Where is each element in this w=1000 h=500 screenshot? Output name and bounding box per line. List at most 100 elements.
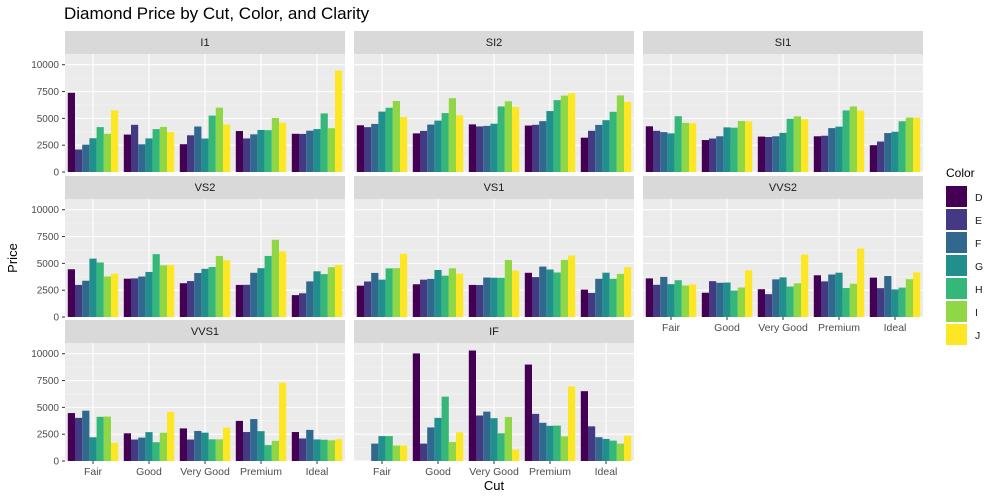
bar <box>159 126 167 172</box>
bar <box>313 129 321 172</box>
bar <box>716 282 724 317</box>
bar <box>595 124 603 172</box>
x-tick-label: Good <box>714 322 740 334</box>
bar <box>223 260 231 317</box>
bar <box>103 133 111 172</box>
bar <box>123 134 131 172</box>
bar <box>674 116 682 172</box>
bar <box>689 123 697 172</box>
bar <box>145 432 153 461</box>
x-tick-label: Ideal <box>306 466 329 478</box>
bar <box>385 268 393 317</box>
bar <box>264 130 272 172</box>
bar <box>476 126 484 172</box>
facet-strip <box>65 176 345 199</box>
bar <box>490 418 498 461</box>
bar <box>813 136 821 172</box>
bar <box>828 128 836 172</box>
bar <box>392 445 400 461</box>
bar <box>645 126 653 172</box>
bar <box>539 266 547 317</box>
bar <box>291 432 299 461</box>
bar <box>215 439 223 461</box>
bar <box>89 258 97 317</box>
bar <box>89 138 97 172</box>
bar <box>111 273 119 317</box>
bar <box>476 285 484 317</box>
bar <box>427 427 435 461</box>
bar <box>152 129 160 172</box>
bar <box>905 279 913 317</box>
bar <box>546 425 554 461</box>
y-tick-label: 10000 <box>31 349 59 360</box>
bar <box>737 121 745 172</box>
bar <box>412 133 420 172</box>
bar <box>75 284 83 317</box>
bar <box>335 265 343 317</box>
bar <box>111 110 119 172</box>
bar <box>730 290 738 317</box>
bar <box>490 123 498 172</box>
bar <box>588 426 596 461</box>
bar <box>745 270 753 317</box>
legend-swatch <box>946 301 967 322</box>
bar <box>616 95 624 172</box>
bar <box>235 284 243 317</box>
bar <box>835 126 843 172</box>
legend-swatch <box>946 255 967 276</box>
bar <box>877 288 885 317</box>
bar <box>793 116 801 172</box>
bar <box>327 267 335 317</box>
bar <box>201 268 209 317</box>
bar <box>842 110 850 172</box>
bar <box>842 288 850 317</box>
bar <box>568 255 576 317</box>
bar <box>313 271 321 317</box>
bar <box>580 289 588 317</box>
bar <box>313 439 321 461</box>
bar <box>898 287 906 317</box>
bar <box>468 350 476 461</box>
bar <box>588 292 596 317</box>
bar <box>645 278 653 317</box>
legend-swatch <box>946 186 967 207</box>
bar <box>131 278 139 317</box>
x-axis-title: Cut <box>484 478 505 493</box>
bar <box>194 126 202 172</box>
bar <box>616 273 624 317</box>
x-tick-label: Ideal <box>595 466 618 478</box>
bar <box>560 95 568 172</box>
bar <box>75 417 83 461</box>
bar <box>257 129 265 172</box>
facet-label: VVS1 <box>191 326 219 338</box>
bar <box>512 270 520 317</box>
bar <box>730 127 738 172</box>
bar <box>434 120 442 172</box>
bar <box>884 276 892 317</box>
bar <box>497 106 505 172</box>
bar <box>441 275 449 317</box>
bar <box>801 254 809 317</box>
bar <box>821 281 829 317</box>
facet-label: VS1 <box>484 182 505 194</box>
x-tick-label: Fair <box>662 322 681 334</box>
bar <box>179 144 187 172</box>
bar <box>602 120 610 172</box>
facet-strip <box>354 31 634 54</box>
bar <box>306 130 314 172</box>
bar <box>201 432 209 461</box>
bar <box>701 140 709 172</box>
bar <box>335 70 343 172</box>
bar <box>772 279 780 317</box>
bar <box>327 128 335 172</box>
bar <box>271 118 279 172</box>
bar <box>835 272 843 317</box>
bar <box>504 260 512 317</box>
x-tick-label: Good <box>425 466 451 478</box>
bar <box>779 277 787 317</box>
bar <box>208 115 216 172</box>
bar <box>306 429 314 461</box>
bar <box>701 292 709 317</box>
bar <box>371 123 379 172</box>
x-tick-label: Very Good <box>180 466 230 478</box>
